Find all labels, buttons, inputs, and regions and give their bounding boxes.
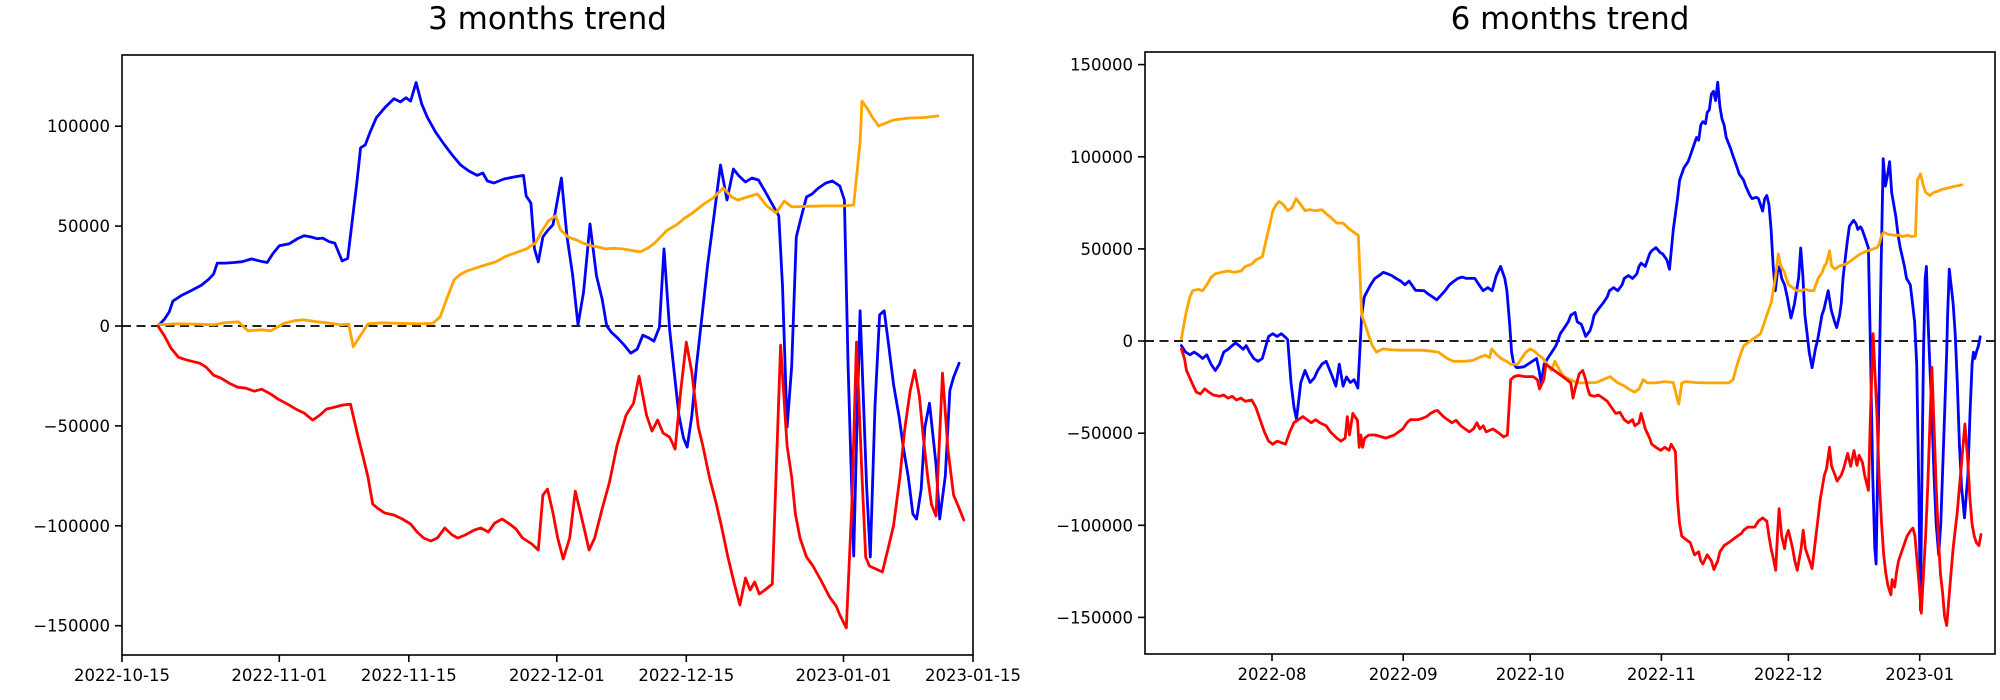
blue-series-line — [1180, 80, 1982, 612]
y-tick-label: 150000 — [1070, 56, 1133, 75]
y-tick-label: 100000 — [1070, 148, 1133, 167]
three-months-trend-chart: 2022-10-15 2022-11-01 2022-11-15 2022-12-01… — [33, 54, 1021, 685]
y-tick-label: 50000 — [58, 217, 111, 236]
x-tick-label: 2023-01 — [1885, 665, 1954, 684]
x-tick-label: 2023-01-01 — [796, 666, 892, 685]
x-tick-label: 2022-08 — [1238, 665, 1307, 684]
x-tick-label: 2022-11 — [1627, 665, 1696, 684]
y-tick-label: 100000 — [47, 117, 110, 136]
x-tick-label: 2022-12-01 — [509, 666, 605, 685]
blue-series-line — [156, 81, 961, 559]
left-chart-title: 3 months trend — [428, 1, 667, 37]
y-tick-label: −150000 — [1056, 608, 1133, 627]
orange-series-line — [1180, 172, 1964, 406]
y-tick-label: −50000 — [1067, 424, 1133, 443]
y-tick-label: −100000 — [33, 517, 110, 536]
x-tick-label: 2022-09 — [1369, 665, 1438, 684]
y-tick-label: 0 — [100, 317, 111, 336]
y-tick-label: 0 — [1123, 332, 1134, 351]
orange-series-line — [156, 99, 940, 349]
right-chart-title: 6 months trend — [1450, 1, 1690, 37]
y-tick-label: −150000 — [33, 617, 110, 636]
x-tick-label: 2022-12 — [1754, 665, 1823, 684]
red-series-line — [156, 324, 966, 630]
y-tick-label: −100000 — [1056, 516, 1133, 535]
x-tick-label: 2023-01-15 — [925, 666, 1021, 685]
x-tick-label: 2022-10-15 — [74, 666, 170, 685]
x-tick-label: 2022-11-01 — [231, 666, 327, 685]
x-tick-label: 2022-11-15 — [361, 666, 457, 685]
y-tick-label: −50000 — [44, 417, 110, 436]
six-months-trend-chart: 2022-08 2022-09 2022-10 2022-11 2022-12 2023-… — [1056, 51, 1996, 684]
plot-frame — [1144, 51, 1996, 655]
x-tick-label: 2022-12-15 — [638, 666, 734, 685]
red-series-line — [1180, 332, 1983, 627]
plot-frame — [121, 54, 974, 656]
x-tick-label: 2022-10 — [1496, 665, 1565, 684]
y-tick-label: 50000 — [1081, 240, 1134, 259]
